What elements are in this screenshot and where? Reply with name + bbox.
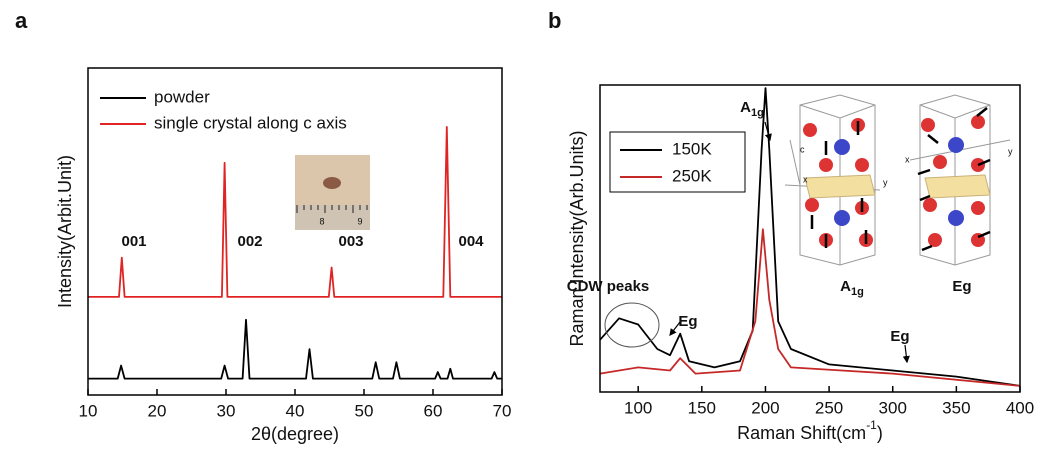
annotation: 003	[338, 233, 363, 250]
atom	[948, 137, 964, 153]
x-tick-label: 10	[79, 401, 98, 420]
atom	[855, 158, 869, 172]
atom	[834, 210, 850, 226]
y-axis-label: Raman Intensity(Arb.Units)	[567, 130, 587, 346]
y-axis-label: Intensity(Arbit.Unit)	[55, 155, 75, 308]
x-tick-label: 30	[217, 401, 236, 420]
x-axis-label-sup: -1	[866, 418, 877, 432]
structure-axis-label: x	[803, 174, 808, 184]
x-tick-label: 70	[493, 401, 512, 420]
x-axis-label-text: Raman Shift(cm	[737, 423, 866, 443]
annotation-text: 003	[338, 233, 363, 250]
atom	[834, 139, 850, 155]
atom	[971, 115, 985, 129]
panel-label: a	[15, 8, 28, 33]
structure-axis-label: c	[800, 144, 805, 154]
crystal-sample	[323, 177, 341, 189]
atom	[805, 198, 819, 212]
annotation-sub: 1g	[751, 107, 764, 119]
structure-axis-label: y	[1008, 146, 1013, 156]
x-tick-label: 100	[624, 398, 652, 417]
x-tick-label: 400	[1006, 398, 1034, 417]
annotation-text: Eg	[952, 278, 971, 295]
annotation-text: A	[740, 99, 751, 116]
annotation: Eg	[678, 313, 697, 330]
layer-plane	[924, 174, 991, 199]
legend-box	[609, 131, 746, 193]
annotation: Eg	[952, 278, 971, 295]
annotation: A1g	[840, 278, 864, 298]
atom	[923, 198, 937, 212]
annotation-text: A	[840, 278, 851, 295]
x-axis-label: Raman Shift(cm-1)	[737, 418, 883, 443]
annotation: A1g	[740, 99, 764, 119]
annotation-text: 004	[458, 233, 484, 250]
atom	[948, 210, 964, 226]
legend-label: single crystal along c axis	[154, 113, 347, 132]
x-tick-label: 40	[286, 401, 305, 420]
structure-axis-label: x	[905, 154, 910, 164]
x-tick-label: 60	[424, 401, 443, 420]
x-tick-label: 300	[879, 398, 907, 417]
series-line	[88, 318, 502, 380]
atom	[803, 123, 817, 137]
series-line	[599, 228, 1021, 387]
x-tick-label: 350	[942, 398, 970, 417]
legend-label: 150K	[672, 139, 712, 158]
annotation-text: Eg	[678, 313, 697, 330]
layer-plane	[804, 174, 876, 199]
annotation-text: 002	[237, 233, 262, 250]
mode-arrows	[810, 107, 991, 252]
plot-frame	[599, 84, 1021, 393]
atom	[933, 155, 947, 169]
x-tick-label: 150	[688, 398, 716, 417]
atom	[971, 201, 985, 215]
atom	[928, 233, 942, 247]
ruler-label: 9	[357, 216, 362, 226]
arrow-shaft	[810, 121, 868, 248]
ruler-ticks	[296, 205, 368, 213]
cdw-circle	[604, 302, 660, 348]
atom	[921, 118, 935, 132]
x-tick-label: 200	[751, 398, 779, 417]
legend-label: 250K	[672, 166, 712, 185]
x-axis-label-end: )	[877, 423, 883, 443]
annotation: 002	[237, 233, 262, 250]
annotation-sub: 1g	[851, 286, 864, 298]
structure-axis-label: y	[883, 177, 888, 187]
annotation-arrow	[902, 344, 910, 364]
annotation: Eg	[890, 328, 909, 345]
legend-label: powder	[154, 87, 210, 106]
inset-photo: 8 9	[295, 155, 370, 230]
arrow-shaft	[917, 107, 991, 252]
annotation-text: CDW peaks	[567, 278, 650, 295]
x-tick-label: 50	[355, 401, 374, 420]
atom	[819, 158, 833, 172]
annotation-arrow	[764, 121, 772, 142]
annotation-text: Eg	[890, 328, 909, 345]
annotation-arrow	[669, 321, 681, 336]
panel-label: b	[548, 8, 561, 33]
annotation: 004	[458, 233, 484, 250]
annotation: 001	[121, 233, 146, 250]
annotation-text: 001	[121, 233, 146, 250]
x-tick-label: 250	[815, 398, 843, 417]
ruler-label: 8	[319, 216, 324, 226]
x-tick-label: 20	[148, 401, 167, 420]
series-line	[88, 126, 502, 298]
x-axis-label: 2θ(degree)	[251, 424, 339, 444]
annotation: CDW peaks	[567, 278, 650, 295]
